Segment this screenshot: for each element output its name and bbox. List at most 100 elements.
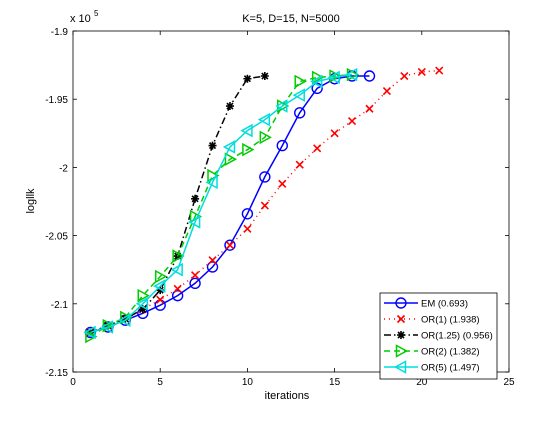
data-point: [156, 286, 165, 295]
data-point: [156, 295, 165, 304]
data-point: [240, 123, 253, 138]
y-axis-label: logllk: [25, 188, 37, 214]
data-point: [170, 262, 183, 277]
y-exponent-power: 5: [94, 9, 99, 18]
legend-item: OR(5) (1.497): [384, 360, 480, 374]
legend-item: EM (0.693): [384, 297, 468, 310]
x-tick-label: 5: [157, 377, 163, 388]
data-point: [260, 201, 269, 210]
chart-title: K=5, D=15, N=5000: [242, 13, 340, 25]
y-tick-label: -1.95: [45, 95, 68, 106]
x-tick-label: 20: [416, 377, 428, 388]
data-point: [224, 152, 238, 166]
data-point: [138, 305, 147, 314]
data-point: [259, 130, 272, 145]
data-point: [225, 241, 235, 250]
data-point: [191, 271, 200, 280]
series-layer: [83, 66, 444, 344]
data-point: [153, 279, 166, 293]
data-point: [275, 99, 288, 113]
legend-item: OR(1) (1.938): [384, 315, 480, 326]
legend-item: OR(1.25) (0.956): [384, 331, 493, 342]
data-point: [417, 67, 426, 76]
series-line: [90, 73, 353, 338]
legend-marker: [393, 360, 407, 374]
x-tick-label: 0: [70, 377, 76, 388]
data-point: [135, 297, 149, 311]
legend: EM (0.693) OR(1) (1.938) OR(1.25) (0.956) O…: [379, 292, 498, 380]
data-point: [171, 289, 184, 302]
data-point: [295, 160, 304, 169]
y-tick-label: -1.9: [51, 27, 69, 38]
legend-item: OR(2) (1.382): [384, 344, 480, 358]
data-point: [347, 116, 357, 126]
legend-label: OR(1.25) (0.956): [421, 331, 493, 342]
data-point: [188, 215, 201, 229]
legend-label: OR(5) (1.497): [421, 363, 480, 374]
data-point: [292, 88, 305, 102]
data-point: [344, 67, 358, 82]
y-exponent-label: x 10: [70, 13, 91, 25]
data-point: [400, 71, 409, 81]
y-tick-label: -2.1: [51, 300, 69, 311]
x-tick-label: 15: [329, 377, 341, 388]
data-point: [310, 74, 323, 89]
data-point: [311, 82, 323, 94]
data-point: [365, 104, 374, 113]
data-point: [222, 140, 236, 154]
data-point: [294, 74, 307, 89]
data-point: [435, 66, 444, 75]
data-point: [208, 141, 217, 150]
legend-label: OR(2) (1.382): [421, 347, 480, 358]
data-point: [243, 224, 252, 233]
data-point: [189, 277, 201, 290]
data-point: [382, 86, 391, 96]
data-point: [330, 129, 339, 138]
legend-label: EM (0.693): [421, 299, 468, 310]
legend-label: OR(1) (1.938): [421, 315, 480, 326]
data-point: [224, 239, 236, 251]
data-point: [259, 171, 271, 183]
series-4: [83, 67, 358, 340]
data-point: [225, 102, 234, 111]
data-point: [278, 179, 287, 188]
data-point: [276, 139, 288, 152]
data-point: [118, 313, 131, 327]
y-tick-label: -2.05: [45, 232, 68, 243]
x-tick-label: 10: [242, 377, 254, 388]
data-point: [241, 208, 254, 220]
data-point: [242, 142, 255, 157]
series-line: [90, 73, 353, 334]
data-point: [100, 320, 114, 334]
data-point: [137, 288, 150, 303]
data-point: [85, 329, 98, 344]
x-axis-label: iterations: [265, 390, 310, 402]
data-point: [327, 70, 340, 85]
legend-marker: [396, 314, 406, 324]
legend-marker: [395, 297, 407, 309]
data-point: [173, 284, 182, 293]
axis-ticks: 0 5 10 15 20 25 -2.15 -2.1 -2.05 -2 -1.95 -1.9: [45, 27, 515, 388]
data-point: [243, 74, 252, 83]
data-point: [121, 314, 130, 323]
y-tick-label: -2: [59, 163, 68, 174]
data-point: [260, 72, 269, 81]
data-point: [313, 144, 322, 153]
data-point: [191, 194, 200, 203]
data-point: [154, 269, 168, 284]
data-point: [206, 261, 219, 273]
data-point: [294, 107, 306, 119]
data-point: [363, 70, 376, 82]
data-point: [83, 325, 96, 340]
x-tick-label: 25: [503, 377, 515, 388]
data-point: [208, 256, 217, 265]
y-tick-label: -2.15: [45, 368, 68, 379]
data-point: [205, 175, 218, 190]
data-point: [311, 70, 325, 85]
legend-marker: [395, 344, 409, 358]
data-point: [257, 112, 271, 127]
legend-marker: [397, 331, 405, 339]
data-point: [172, 249, 185, 263]
